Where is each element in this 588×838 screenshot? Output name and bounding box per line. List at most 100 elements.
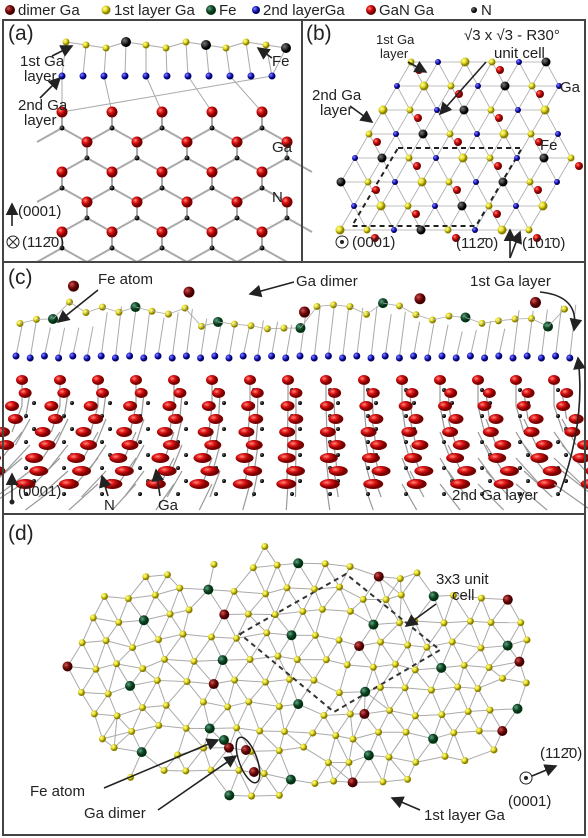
atom xyxy=(125,595,132,602)
atom xyxy=(39,440,56,450)
atom xyxy=(282,355,289,362)
atom xyxy=(472,227,478,233)
atom xyxy=(29,466,48,476)
atom xyxy=(262,679,269,686)
atom xyxy=(368,620,378,630)
atom xyxy=(336,226,345,235)
atom xyxy=(123,401,137,411)
atom xyxy=(248,414,263,424)
axis-label: (112̄0) xyxy=(540,745,582,762)
atom xyxy=(442,753,449,760)
atom xyxy=(438,401,452,411)
atom xyxy=(383,596,390,603)
legend-swatch xyxy=(206,5,216,15)
atom xyxy=(163,702,170,709)
atom xyxy=(351,203,357,209)
atom xyxy=(60,126,65,131)
atom xyxy=(222,479,226,483)
atom xyxy=(439,353,446,360)
atom xyxy=(410,353,417,360)
atom xyxy=(135,388,148,398)
atom xyxy=(543,466,562,476)
atom xyxy=(226,355,233,362)
atom xyxy=(404,440,408,444)
atom xyxy=(107,227,118,238)
axis-out-symbol xyxy=(340,240,344,244)
atom xyxy=(386,754,393,761)
atom xyxy=(100,440,104,444)
atom xyxy=(243,466,262,476)
axis-label: (112̄0) xyxy=(22,234,64,251)
atom xyxy=(401,427,417,437)
atom xyxy=(67,453,85,463)
atom xyxy=(330,778,337,785)
atom xyxy=(467,353,474,360)
atom xyxy=(163,440,180,450)
atom xyxy=(82,137,93,148)
atom xyxy=(377,202,386,211)
atom xyxy=(154,677,161,684)
atom xyxy=(286,676,293,683)
atom xyxy=(137,747,147,757)
atom xyxy=(238,427,254,437)
atom xyxy=(428,734,438,744)
atom xyxy=(373,138,381,146)
atom xyxy=(79,639,86,646)
atom xyxy=(556,440,560,444)
atom xyxy=(251,388,264,398)
atom xyxy=(568,155,575,162)
atom xyxy=(554,179,560,185)
atom xyxy=(183,353,190,360)
atom xyxy=(80,73,87,80)
atom xyxy=(503,595,513,605)
legend-label: 2nd layerGa xyxy=(263,2,345,19)
atom xyxy=(260,401,264,405)
atom xyxy=(367,388,380,398)
atom xyxy=(138,466,142,470)
atom xyxy=(332,732,339,739)
atom xyxy=(435,59,441,65)
atom xyxy=(70,427,74,431)
atom xyxy=(536,440,553,450)
atom xyxy=(152,592,159,599)
atom xyxy=(140,355,147,362)
atom xyxy=(325,759,332,766)
atom xyxy=(274,653,281,660)
atom xyxy=(503,641,513,651)
atom xyxy=(446,179,453,186)
atom xyxy=(245,698,252,705)
atom xyxy=(294,656,301,663)
atom xyxy=(526,453,530,457)
atom xyxy=(392,179,398,185)
atom xyxy=(319,606,326,613)
atom xyxy=(529,83,536,90)
atom xyxy=(75,427,91,437)
atom xyxy=(268,353,275,360)
atom xyxy=(488,479,492,483)
figure: dimer Ga 1st layer Ga Fe 2nd layerGa GaN… xyxy=(0,0,588,838)
atom xyxy=(272,611,279,618)
atom xyxy=(374,572,384,582)
atom xyxy=(211,353,218,360)
atom xyxy=(218,655,228,665)
atom xyxy=(478,595,485,602)
atom xyxy=(377,639,384,646)
atom xyxy=(538,355,545,362)
atom xyxy=(513,203,519,209)
atom xyxy=(359,709,369,719)
atom xyxy=(378,154,387,163)
atom xyxy=(365,179,372,186)
atom xyxy=(442,440,446,444)
atom xyxy=(481,355,488,362)
atom xyxy=(442,492,446,496)
label: Ga dimer xyxy=(84,805,146,822)
atom xyxy=(339,355,346,362)
atom xyxy=(320,479,340,489)
atom xyxy=(214,492,218,496)
atom xyxy=(219,735,229,745)
atom xyxy=(135,216,140,221)
atom xyxy=(88,414,103,424)
atom xyxy=(518,388,522,392)
atom xyxy=(260,453,264,457)
atom xyxy=(441,619,448,626)
